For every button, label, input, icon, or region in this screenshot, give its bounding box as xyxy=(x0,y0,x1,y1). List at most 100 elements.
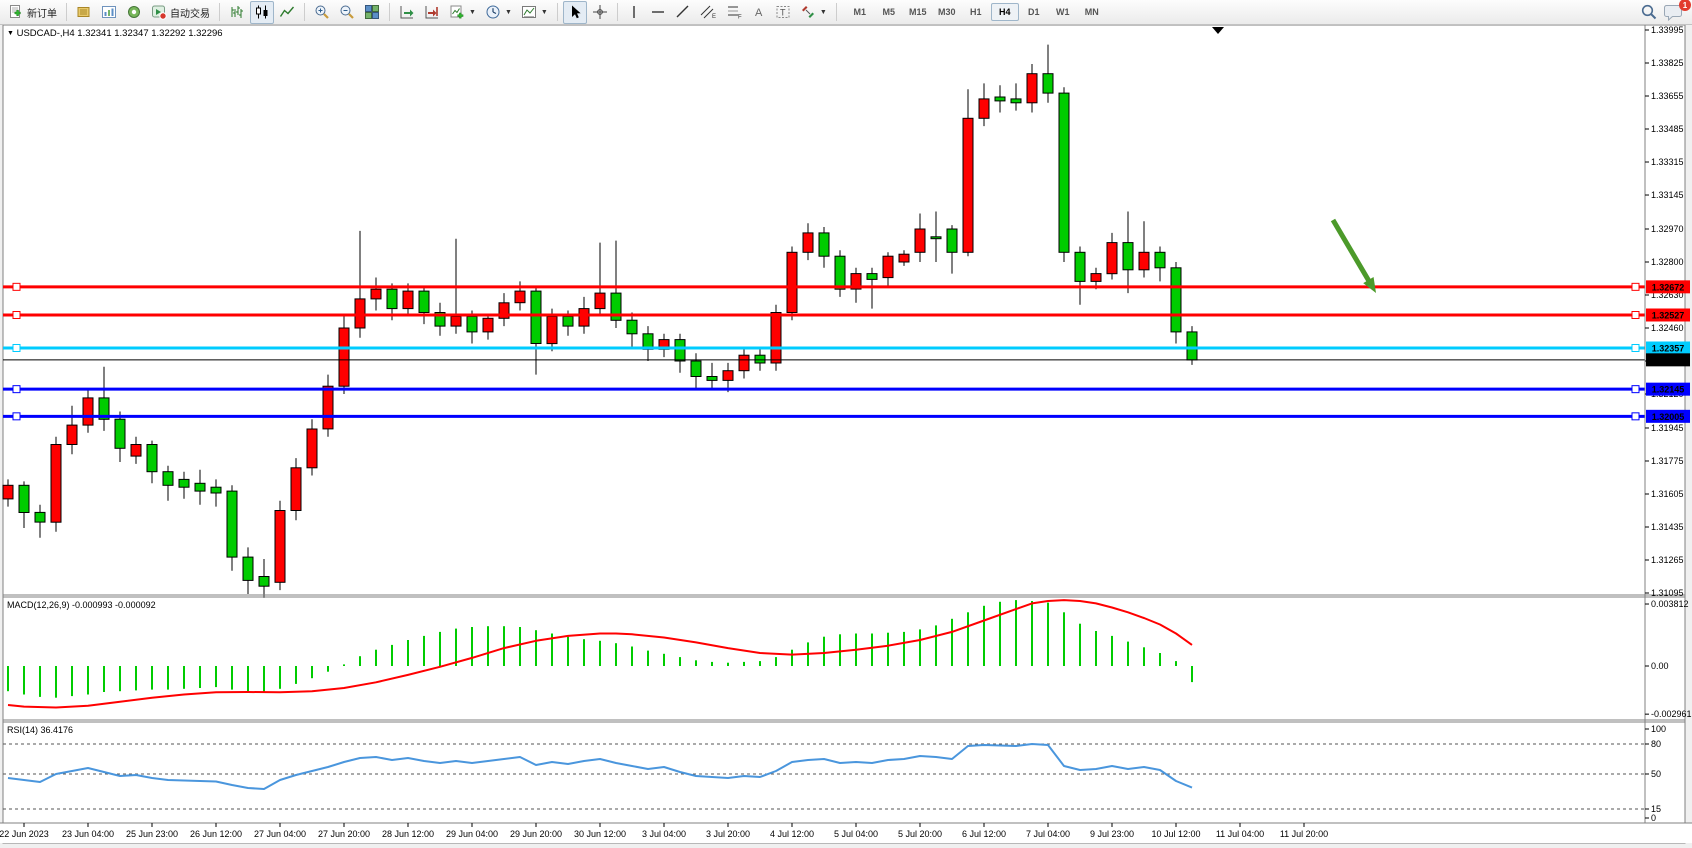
candle-body xyxy=(194,482,206,492)
timeframe-mn-button[interactable]: MN xyxy=(1084,7,1099,17)
macd-bar xyxy=(167,666,169,690)
timeframe-m15-button[interactable]: M15 xyxy=(908,7,927,17)
zoom-in-button[interactable] xyxy=(310,1,334,24)
cursor-button[interactable] xyxy=(562,0,587,24)
line-handle[interactable] xyxy=(1631,310,1640,319)
candle-body xyxy=(914,228,926,253)
hline-1.32145[interactable] xyxy=(3,385,1645,394)
candle-body xyxy=(786,251,798,314)
periods-button[interactable]: ▼ xyxy=(481,1,516,24)
svg-text:1.32672: 1.32672 xyxy=(1652,282,1685,292)
candle-body xyxy=(610,292,622,321)
timeframe-m1-button[interactable]: M1 xyxy=(853,7,866,17)
candle-body xyxy=(354,298,366,329)
navigator-button[interactable] xyxy=(122,1,146,24)
svg-text:1.32357: 1.32357 xyxy=(1652,343,1685,353)
rsi-tick-label: 15 xyxy=(1651,804,1661,814)
timeframe-m30-button[interactable]: M30 xyxy=(937,7,956,17)
fibonacci-button[interactable]: F xyxy=(722,1,747,24)
chevron-down-icon: ▼ xyxy=(469,8,476,16)
macd-bar xyxy=(615,643,617,666)
macd-bar xyxy=(23,666,25,695)
price-tick-label: 1.32800 xyxy=(1651,257,1684,267)
tile-windows-button[interactable] xyxy=(360,1,384,24)
time-axis: 22 Jun 2023 23 Jun 04:00 25 Jun 23:00 26 Ju… xyxy=(0,822,1692,843)
line-handle[interactable] xyxy=(12,385,21,394)
timeframe-h1-button[interactable]: H1 xyxy=(969,7,982,17)
candle-body xyxy=(450,315,462,327)
rsi-panel xyxy=(3,743,1645,810)
chart-canvas[interactable]: 1.33995 1.33825 1.33655 1.33485 1.33315 1.331… xyxy=(0,25,1692,848)
macd-bar xyxy=(1159,653,1161,666)
auto-trading-button[interactable]: 自动交易 xyxy=(147,1,214,24)
macd-bar xyxy=(519,627,521,666)
candle-body xyxy=(210,486,222,494)
profiles-button[interactable] xyxy=(72,1,96,24)
time-tick-label: 5 Jul 20:00 xyxy=(898,829,942,839)
time-tick-label: 22 Jun 2023 xyxy=(0,829,49,839)
auto-trading-icon xyxy=(152,5,167,20)
candle-body xyxy=(578,308,590,327)
market-watch-button[interactable] xyxy=(97,1,121,24)
vertical-line-button[interactable] xyxy=(623,1,645,24)
candle-body xyxy=(498,302,510,319)
arrows-icon xyxy=(801,6,814,18)
trendline-button[interactable] xyxy=(671,1,695,24)
hline-1.32005[interactable] xyxy=(3,412,1645,421)
candle-body xyxy=(290,467,302,511)
timeframe-h4-button[interactable]: H4 xyxy=(990,3,1019,21)
line-handle[interactable] xyxy=(12,310,21,319)
notifications-button[interactable]: 1 xyxy=(1664,0,1691,21)
candle-body xyxy=(1026,73,1038,104)
line-handle[interactable] xyxy=(1631,282,1640,291)
line-handle[interactable] xyxy=(1631,412,1640,421)
line-handle[interactable] xyxy=(12,412,21,421)
price-tick-label: 1.33995 xyxy=(1651,25,1684,35)
price-tick-label: 1.33145 xyxy=(1651,190,1684,200)
equidistant-channel-button[interactable]: E xyxy=(696,1,721,24)
search-icon[interactable] xyxy=(1640,3,1658,21)
arrow-annotation[interactable] xyxy=(1330,218,1376,293)
svg-text:T: T xyxy=(780,8,786,18)
crosshair-button[interactable] xyxy=(588,1,612,24)
text-label-button[interactable]: T xyxy=(771,1,795,24)
candle-body xyxy=(258,576,270,587)
line-handle[interactable] xyxy=(1631,343,1640,352)
line-handle[interactable] xyxy=(1631,385,1640,394)
macd-tick-label: 0.00 xyxy=(1651,661,1669,671)
toolbar-separator xyxy=(389,3,390,21)
arrows-button[interactable]: ▼ xyxy=(796,1,831,24)
zoom-out-icon xyxy=(340,5,354,19)
candlestick-chart-button[interactable] xyxy=(250,0,274,24)
timeframe-d1-button[interactable]: D1 xyxy=(1027,7,1040,17)
candle-body xyxy=(514,290,526,304)
templates-button[interactable]: ▼ xyxy=(517,1,552,24)
insert-indicator-button[interactable]: ▼ xyxy=(445,1,480,24)
horizontal-line-button[interactable] xyxy=(646,1,670,24)
auto-scroll-button[interactable] xyxy=(395,1,419,24)
new-order-button[interactable]: 新订单 xyxy=(4,1,61,24)
text-button[interactable]: A xyxy=(748,1,770,24)
candle-body xyxy=(1154,251,1166,269)
candle-body xyxy=(50,444,62,523)
chart-shift-marker[interactable] xyxy=(1212,27,1224,34)
zoom-out-button[interactable] xyxy=(335,1,359,24)
line-handle[interactable] xyxy=(12,343,21,352)
candle-body xyxy=(1042,73,1054,94)
macd-bar xyxy=(119,666,121,692)
auto-trading-label: 自动交易 xyxy=(170,8,210,20)
macd-bar xyxy=(1095,631,1097,666)
timeframe-m5-button[interactable]: M5 xyxy=(882,7,895,17)
time-tick-label: 10 Jul 12:00 xyxy=(1151,829,1200,839)
hline-1.32357[interactable] xyxy=(3,343,1645,352)
line-handle[interactable] xyxy=(12,282,21,291)
macd-bar xyxy=(7,666,9,692)
time-tick-label: 7 Jul 04:00 xyxy=(1026,829,1070,839)
timeframe-w1-button[interactable]: W1 xyxy=(1056,7,1070,17)
line-chart-button[interactable] xyxy=(275,1,299,24)
chart-shift-button[interactable] xyxy=(420,1,444,24)
candle-body xyxy=(386,288,398,310)
bar-chart-button[interactable] xyxy=(225,1,249,24)
hline-1.32527[interactable] xyxy=(3,310,1645,319)
